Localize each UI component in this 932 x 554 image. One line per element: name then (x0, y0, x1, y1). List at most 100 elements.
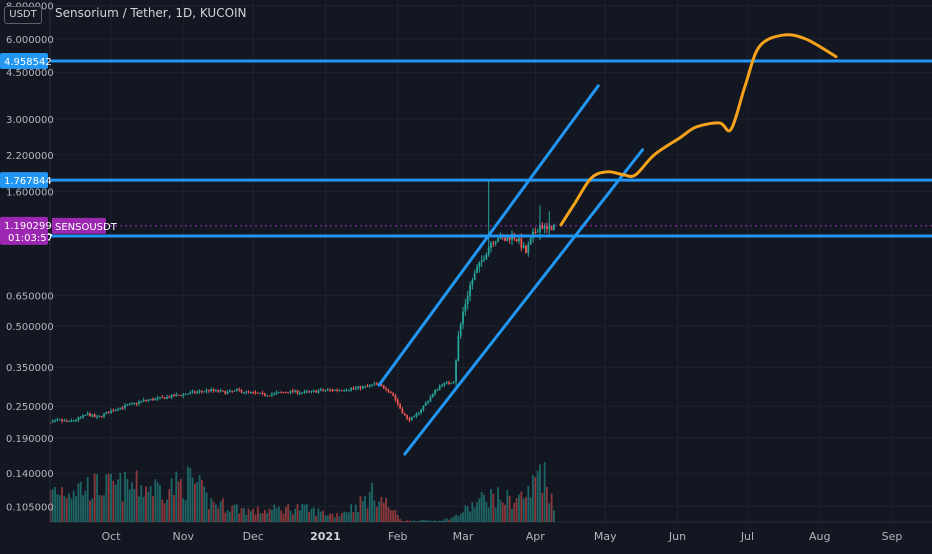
volume-bar (242, 508, 245, 522)
volume-bar (529, 497, 532, 522)
volume-bars (40, 462, 555, 522)
candle-body (256, 392, 259, 394)
candle-body (142, 399, 145, 402)
volume-bar (215, 504, 217, 522)
candle-body (443, 382, 446, 386)
candle-body (54, 420, 56, 422)
volume-bar (511, 508, 513, 522)
currency-badge[interactable]: USDT (4, 6, 42, 24)
candle-body (520, 238, 523, 248)
volume-bar (210, 498, 213, 522)
candle-body (485, 254, 488, 260)
candle-body (98, 415, 101, 417)
candle-body (82, 415, 84, 418)
candles (40, 180, 555, 427)
candle-body (448, 382, 450, 384)
candle-body (247, 391, 250, 393)
volume-bar (429, 520, 432, 522)
candle-body (350, 388, 353, 391)
candle-body (240, 390, 243, 393)
volume-bar (240, 508, 243, 522)
volume-bar (70, 498, 73, 522)
candle-body (140, 401, 143, 403)
volume-bar (182, 498, 185, 522)
volume-bar (483, 494, 485, 522)
candle-body (298, 393, 301, 395)
volume-bar (133, 488, 136, 522)
projection-drawing[interactable] (559, 33, 838, 227)
price-axis[interactable]: 8.0000006.0000004.5000003.0000002.200000… (0, 0, 54, 522)
volume-bar (105, 474, 108, 522)
candle-body (492, 243, 495, 245)
volume-bar (187, 466, 189, 522)
trend-lines[interactable] (377, 84, 645, 456)
volume-bar (303, 504, 306, 522)
volume-bar (331, 513, 334, 522)
volume-bar (373, 500, 376, 522)
volume-bar (464, 505, 467, 522)
volume-bar (196, 482, 199, 522)
candle-body (138, 401, 140, 404)
candle-body (275, 392, 278, 394)
volume-bar (371, 482, 374, 522)
volume-bar (180, 479, 182, 522)
volume-bar (329, 513, 332, 522)
candle-body (187, 393, 189, 395)
candle-body (324, 390, 327, 392)
candle-body (319, 389, 322, 391)
volume-bar (392, 510, 394, 522)
candle-body (79, 417, 82, 419)
volume-bar (305, 504, 308, 522)
time-tick-label: Jun (668, 530, 686, 543)
candle-body (198, 391, 201, 393)
candle-body (352, 388, 355, 390)
level-price-label: 1.767844 (4, 176, 52, 187)
candle-body (550, 225, 553, 231)
volume-bar (121, 501, 124, 522)
candle-body (457, 335, 460, 361)
volume-bar (208, 509, 210, 522)
candle-body (315, 390, 318, 393)
candle-body (168, 396, 171, 398)
candle-body (107, 412, 110, 414)
volume-bar (247, 508, 250, 522)
volume-bar (357, 511, 360, 522)
level-price-tag (0, 172, 48, 189)
volume-bar (368, 491, 371, 522)
candle-body (422, 405, 425, 410)
candle-body (287, 392, 290, 394)
candle-body (270, 394, 273, 396)
price-tick-label: 2.200000 (6, 151, 54, 162)
candle-body (459, 324, 462, 336)
candle-body (427, 401, 429, 403)
volume-bar (117, 479, 119, 522)
candle-body (476, 267, 478, 274)
candle-body (114, 409, 117, 411)
volume-bar (154, 479, 157, 522)
candle-body (310, 390, 313, 392)
volume-bar (287, 504, 290, 522)
candle-body (215, 389, 217, 391)
volume-bar (152, 495, 154, 522)
candle-body (525, 245, 527, 253)
candle-body (217, 389, 220, 392)
candle-body (84, 415, 87, 417)
volume-bar (494, 507, 497, 522)
candle-body (131, 403, 133, 405)
volume-bar (166, 499, 168, 522)
candle-body (86, 413, 89, 416)
candle-body (471, 280, 474, 286)
time-axis[interactable]: Oct Nov Dec 2021 Feb Mar Apr May Jun Jul Aug Sep (101, 530, 902, 543)
volume-bar (534, 477, 537, 522)
volume-bar (58, 495, 61, 522)
volume-bar (222, 498, 224, 522)
volume-bar (457, 516, 460, 522)
volume-bar (98, 495, 101, 522)
volume-bar (420, 520, 422, 522)
trend-line (377, 84, 600, 387)
candle-body (445, 382, 448, 384)
volume-bar (252, 508, 255, 522)
horizontal-levels[interactable] (50, 59, 932, 238)
candle-body (91, 414, 94, 417)
